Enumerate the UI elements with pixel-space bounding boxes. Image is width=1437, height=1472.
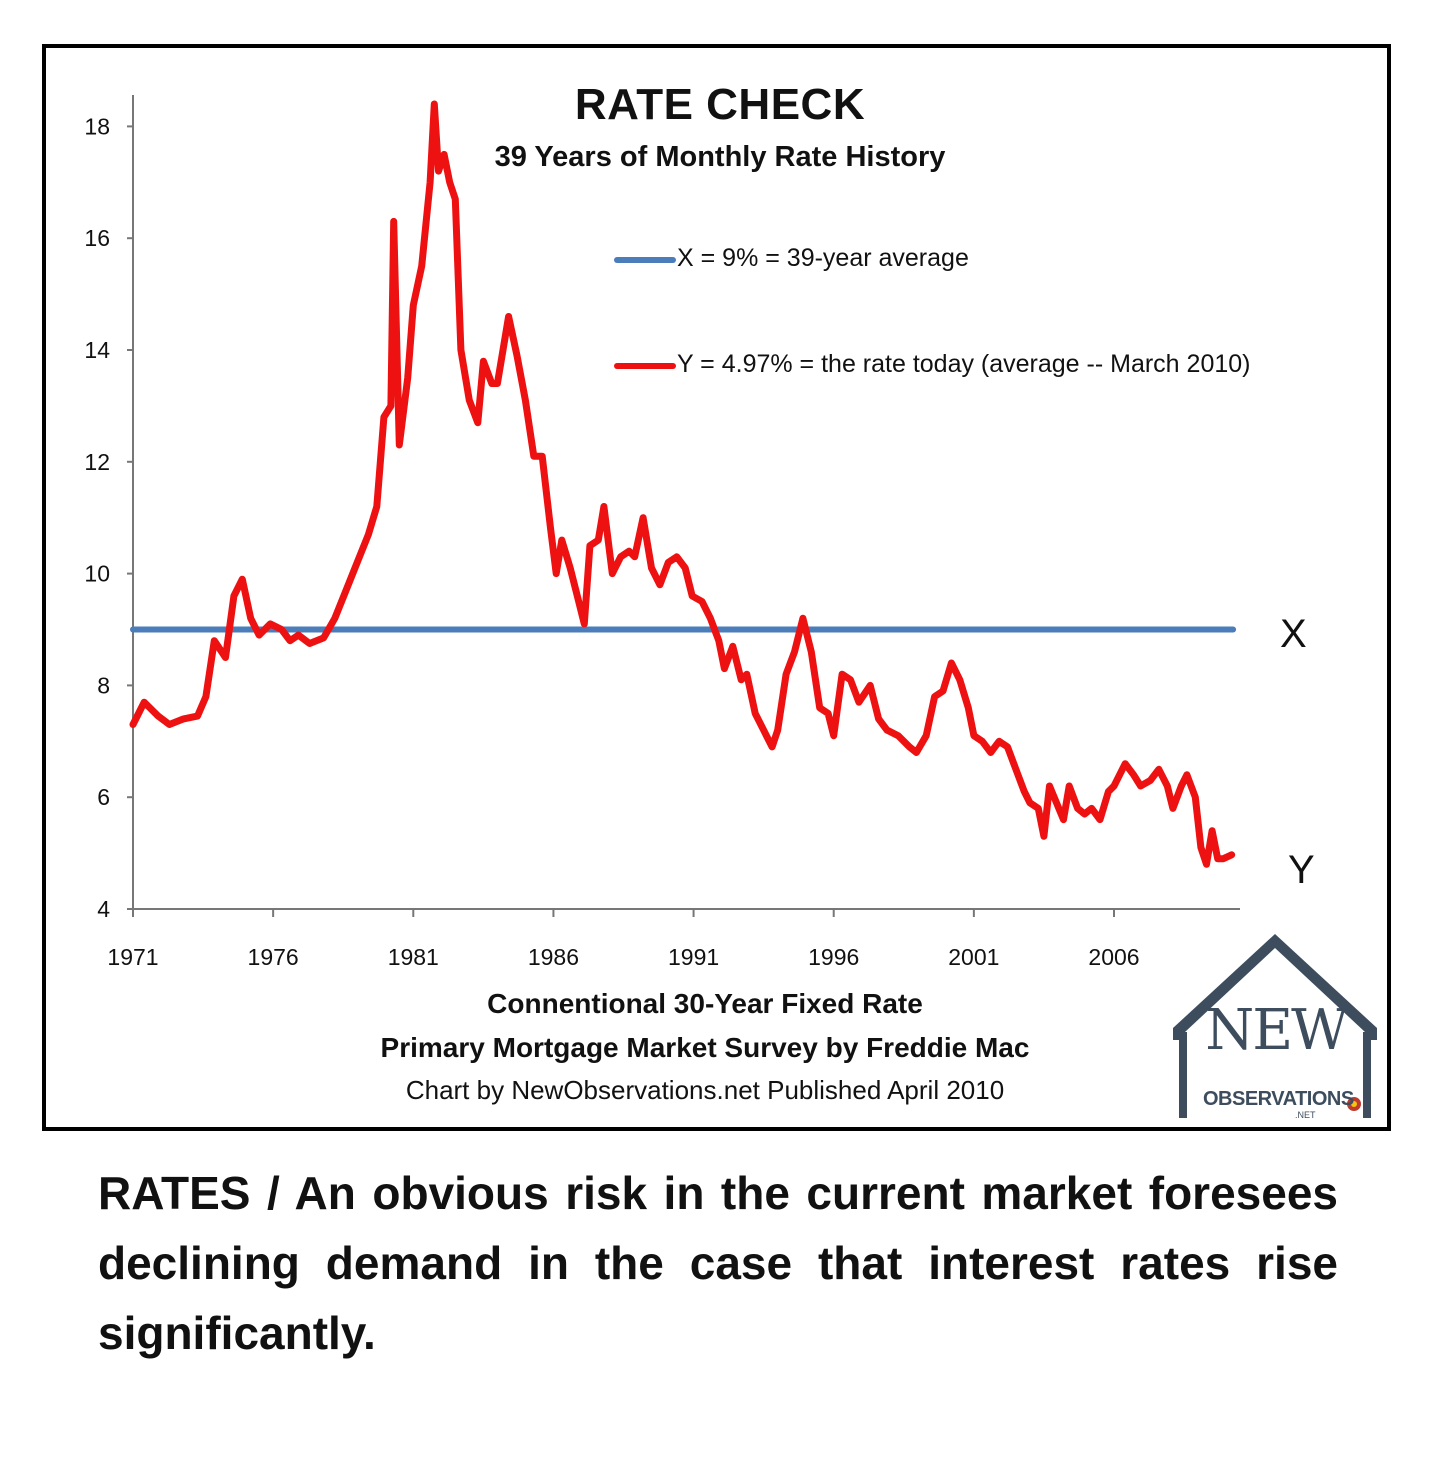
house-roof-icon [1173,934,1377,1118]
credit-line: Chart by NewObservations.net Published A… [405,1075,1005,1105]
x-tick-label: 1996 [808,944,859,970]
logo-name: OBSERVATIONS [1203,1088,1354,1110]
x-tick-label: 1976 [248,944,299,970]
logo-word: NEW [1205,998,1348,1063]
x-tick-label: 2001 [948,944,999,970]
y-tick-label: 6 [97,784,110,810]
x-tick-label: 1981 [388,944,439,970]
legend-today-line [614,363,676,369]
marker-y: Y [1288,848,1315,892]
y-tick-label: 12 [84,449,110,475]
marker-x: X [1280,612,1307,656]
y-tick-label: 8 [97,672,110,698]
legend-avg-label: X = 9% = 39-year average [677,244,969,272]
y-tick-label: 14 [84,337,110,363]
chart-subtitle: 39 Years of Monthly Rate History [494,141,946,173]
legend-avg-line [614,257,676,263]
y-tick-label: 4 [97,896,110,922]
y-tick-label: 10 [84,561,110,587]
series-layer [129,100,1237,868]
x-tick-label: 1991 [668,944,719,970]
legend-today-label: Y = 4.97% = the rate today (average -- M… [677,350,1251,378]
y-tick-label: 16 [84,225,110,251]
x-axis-label: Connentional 30-Year Fixed Rate [487,988,923,1019]
x-tick-label: 1986 [528,944,579,970]
x-tick-label: 2006 [1088,944,1139,970]
logo-tld: .NET [1295,1110,1316,1120]
x-tick-label: 1971 [107,944,158,970]
chart-axes: 4 6 8 10 12 14 16 18 1971 1976 1981 1986 1991 1996 200… [84,95,1240,970]
y-tick-label: 18 [84,113,110,139]
source-line: Primary Mortgage Market Survey by Freddi… [380,1032,1030,1063]
caption-text: RATES / An obvious risk in the current m… [98,1167,1338,1359]
chart-frame [42,44,1391,1131]
monthly-rate-line [129,100,1236,868]
chart-title: RATE CHECK [574,80,866,129]
new-observations-logo: NEW OBSERVATIONS .NET [1165,928,1385,1128]
